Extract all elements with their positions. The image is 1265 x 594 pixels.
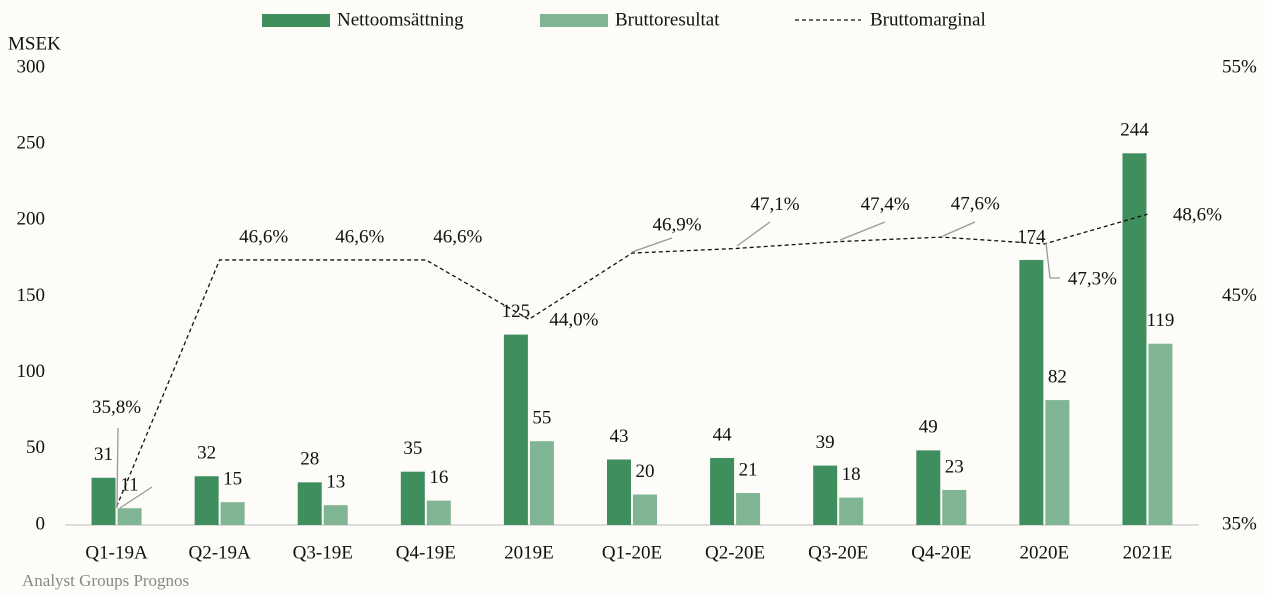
data-label: 46,6% — [433, 226, 482, 247]
y-axis-label: MSEK — [8, 33, 61, 54]
x-tick-label: 2019E — [504, 542, 554, 563]
bar — [1045, 400, 1070, 525]
leader-line — [631, 237, 673, 253]
data-label: 43 — [610, 426, 629, 447]
bar — [736, 493, 761, 525]
bar — [607, 459, 631, 525]
y2-tick-label: 45% — [1222, 285, 1257, 306]
x-tick-label: Q1-20E — [602, 542, 662, 563]
x-tick-label: 2021E — [1123, 542, 1173, 563]
data-label: 46,9% — [652, 214, 701, 235]
x-tick-label: Q3-20E — [808, 542, 868, 563]
leader-line — [736, 221, 771, 247]
y-tick-label: 300 — [17, 56, 46, 77]
legend-swatch — [540, 14, 608, 27]
data-label: 174 — [1017, 226, 1046, 247]
legend-label: Bruttomarginal — [870, 9, 986, 30]
x-tick-label: Q4-19E — [396, 542, 456, 563]
data-label: 21 — [739, 459, 758, 480]
y2-tick-label: 35% — [1222, 513, 1257, 534]
bar — [813, 465, 838, 525]
leader-line — [839, 221, 886, 241]
y-tick-label: 150 — [17, 285, 46, 306]
x-tick-label: 2020E — [1020, 542, 1070, 563]
data-label: 44,0% — [549, 310, 598, 331]
x-tick-label: Q2-20E — [705, 542, 765, 563]
data-label: 20 — [636, 461, 655, 482]
data-label: 16 — [429, 467, 448, 488]
leader-line — [119, 486, 153, 509]
leader-line — [116, 427, 119, 509]
y-tick-label: 100 — [17, 361, 46, 382]
data-label: 35,8% — [92, 397, 141, 418]
line — [115, 213, 1148, 507]
data-label: 49 — [919, 417, 938, 438]
bar — [1122, 153, 1147, 525]
data-label: 47,4% — [861, 194, 910, 215]
bar — [194, 476, 219, 525]
bar — [220, 502, 245, 525]
data-label: 46,6% — [335, 226, 384, 247]
data-label: 32 — [197, 443, 216, 464]
bar — [916, 450, 941, 525]
y2-tick-label: 55% — [1222, 56, 1257, 77]
data-label: 35 — [403, 438, 422, 459]
y-tick-label: 0 — [36, 513, 46, 534]
data-label: 244 — [1120, 120, 1149, 141]
bar — [323, 505, 348, 525]
bar — [91, 477, 116, 525]
y-tick-label: 250 — [17, 133, 46, 154]
data-label: 13 — [326, 472, 345, 493]
bar — [633, 494, 657, 525]
data-label: 39 — [816, 432, 835, 453]
data-label: 48,6% — [1173, 205, 1222, 226]
bar — [117, 508, 142, 525]
source: Analyst Groups Prognos — [22, 571, 189, 590]
y-tick-label: 200 — [17, 209, 46, 230]
leader-line — [942, 221, 976, 237]
bar — [400, 471, 425, 525]
data-label: 82 — [1048, 366, 1067, 387]
bar — [529, 441, 554, 525]
data-label: 11 — [120, 475, 138, 496]
data-label: 47,3% — [1068, 268, 1117, 289]
x-tick-label: Q3-19E — [293, 542, 353, 563]
data-label: 31 — [94, 444, 113, 465]
data-label: 28 — [300, 449, 319, 470]
bar — [1148, 343, 1173, 525]
data-label: 55 — [532, 408, 551, 429]
data-label: 47,1% — [751, 194, 800, 215]
bar — [710, 457, 735, 525]
data-label: 119 — [1147, 310, 1175, 331]
bar — [942, 489, 967, 525]
data-label: 15 — [223, 469, 242, 490]
x-tick-label: Q2-19A — [188, 542, 251, 563]
data-label: 47,6% — [951, 193, 1000, 214]
data-label: 46,6% — [239, 226, 288, 247]
y-tick-label: 50 — [26, 437, 45, 458]
legend-label: Nettoomsättning — [337, 9, 464, 30]
bar — [1019, 259, 1044, 525]
bar — [503, 334, 528, 525]
data-label: 23 — [945, 456, 964, 477]
x-tick-label: Q1-19A — [85, 542, 148, 563]
data-label: 18 — [842, 464, 861, 485]
bar — [297, 482, 322, 525]
legend-label: Bruttoresultat — [615, 9, 720, 30]
bar — [426, 500, 451, 525]
x-tick-label: Q4-20E — [911, 542, 971, 563]
data-label: 44 — [713, 424, 733, 445]
legend-swatch — [262, 14, 330, 27]
leader-line — [1045, 242, 1060, 279]
bar — [839, 497, 864, 525]
